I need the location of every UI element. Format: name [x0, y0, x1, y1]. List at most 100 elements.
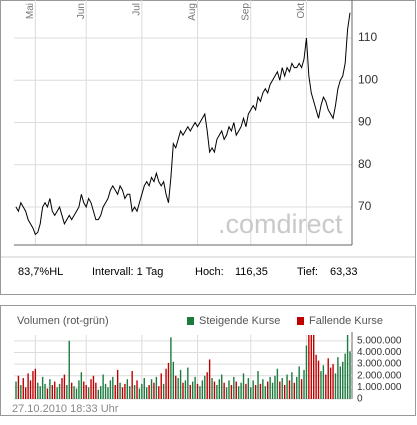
volume-bar — [92, 375, 95, 399]
volume-bar — [58, 383, 61, 399]
volume-bar — [75, 388, 78, 399]
volume-bar — [124, 383, 126, 399]
info-low: 63,33 — [330, 266, 358, 278]
volume-bar — [274, 375, 276, 399]
volume-bar — [257, 371, 259, 399]
volume-bar — [288, 380, 291, 399]
x-tick-label: Aug — [187, 3, 198, 21]
volume-bar — [259, 383, 262, 399]
volume-bar — [279, 381, 281, 399]
volume-bar — [216, 385, 218, 399]
volume-bar — [317, 360, 320, 399]
volume-bar — [281, 378, 283, 399]
volume-bar — [276, 368, 279, 399]
volume-bar — [85, 385, 87, 399]
volume-bar — [80, 372, 83, 399]
volume-bar — [22, 378, 24, 399]
info-interval: Intervall: 1 Tag — [92, 266, 163, 278]
volume-bar — [308, 335, 310, 399]
info-high: 116,35 — [235, 266, 268, 278]
volume-bar — [235, 381, 237, 399]
x-tick-label: Mai — [25, 3, 36, 19]
volume-bar — [303, 369, 305, 399]
volume-bar — [218, 379, 221, 399]
volume-bar — [61, 378, 63, 399]
volume-bar — [254, 385, 257, 399]
volume-bar — [247, 378, 250, 399]
volume-bar — [310, 335, 312, 399]
volume-bar — [109, 380, 112, 399]
volume-bar — [315, 354, 317, 399]
volume-bar — [320, 371, 322, 399]
volume-bar — [138, 388, 141, 399]
volume-bar — [291, 372, 293, 399]
volume-bar — [182, 382, 184, 399]
volume-bar — [240, 382, 242, 399]
volume-bar — [187, 367, 189, 399]
volume-bar — [170, 337, 172, 399]
volume-bar — [39, 386, 41, 399]
volume-bar — [83, 381, 85, 399]
volume-bar — [153, 382, 155, 399]
volume-bar — [175, 375, 177, 399]
volume-bar — [15, 381, 17, 399]
volume-bar — [107, 387, 109, 399]
volume-bar — [136, 380, 138, 399]
y-tick-label: 100 — [358, 72, 378, 86]
volume-bar — [344, 353, 346, 399]
volume-bar — [189, 385, 191, 399]
volume-bar — [32, 371, 34, 399]
volume-bar — [49, 379, 51, 399]
y-tick-label: 0 — [357, 394, 363, 405]
x-tick-label: Sep — [240, 3, 251, 21]
volume-bar — [221, 374, 223, 399]
info-low-label: Tief: — [297, 266, 318, 278]
volume-bar — [346, 335, 349, 399]
volume-bar — [104, 383, 107, 399]
volume-bar — [116, 369, 119, 399]
volume-bar — [298, 366, 300, 399]
volume-bar — [70, 382, 73, 399]
volume-bar — [20, 385, 22, 399]
volume-bar — [95, 382, 97, 399]
x-tick-label: Jun — [76, 3, 87, 19]
volume-bar — [337, 357, 339, 399]
y-tick-label: 2.000.000 — [357, 370, 402, 381]
y-tick-label: 5.000.000 — [357, 335, 402, 346]
volume-bar — [329, 367, 332, 399]
volume-bar — [293, 382, 296, 399]
volume-bar — [37, 382, 39, 399]
volume-bar — [114, 385, 116, 399]
volume-bar — [225, 387, 228, 399]
volume-bar — [34, 368, 37, 399]
legend-swatch — [187, 317, 194, 325]
legend-swatch — [297, 317, 304, 325]
volume-bar — [334, 373, 337, 399]
volume-bar — [46, 388, 49, 399]
volume-bar — [160, 373, 162, 399]
volume-bar — [90, 379, 92, 399]
volume-bar — [133, 385, 136, 399]
volume-bar — [296, 376, 298, 399]
volume-bar — [262, 379, 264, 399]
volume-bar — [271, 382, 274, 399]
volume-bar — [172, 361, 175, 399]
volume-bar — [27, 373, 29, 399]
volume-bar — [87, 387, 90, 399]
volume-bar — [119, 382, 121, 399]
volume-bar — [208, 359, 211, 399]
volume-bar — [230, 385, 233, 399]
volume-bar — [194, 376, 196, 399]
volume-bar — [339, 366, 342, 399]
volume-bar — [158, 386, 160, 399]
volume-bar — [322, 365, 325, 399]
volume-bar — [17, 375, 20, 399]
volume-bar — [129, 386, 131, 399]
volume-bar — [150, 379, 153, 399]
volume-bar — [349, 351, 351, 399]
volume-bar — [73, 386, 75, 399]
volume-bar — [223, 382, 225, 399]
volume-bar — [211, 378, 213, 399]
volume-bar — [56, 387, 58, 399]
volume-bar — [283, 385, 286, 399]
